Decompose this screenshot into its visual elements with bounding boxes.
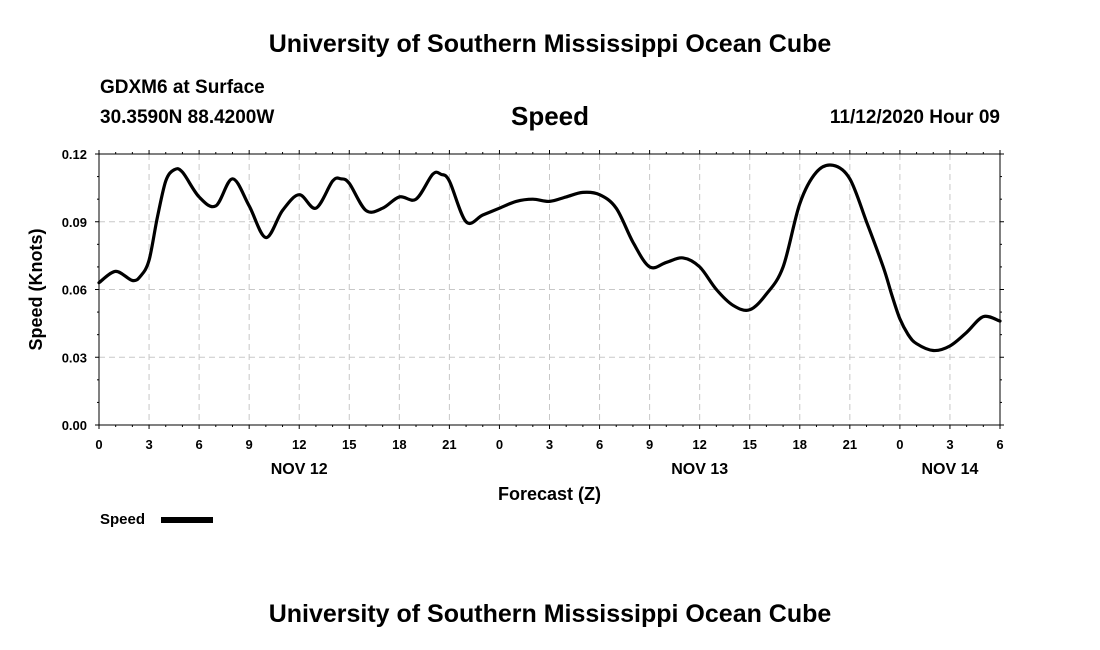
x-tick-label: 6 (996, 437, 1003, 452)
chart-title: Speed (510, 101, 590, 131)
station-label: GDXM6 at Surface (100, 77, 265, 98)
datetime-label: 11/12/2020 Hour 09 (829, 107, 1000, 128)
page-title-bottom: University of Southern Mississippi Ocean… (268, 600, 832, 628)
x-tick-label: 6 (596, 437, 603, 452)
y-axis-label: Speed (Knots) (26, 228, 46, 350)
x-tick-label: 9 (646, 437, 653, 452)
chart-grid (99, 154, 1000, 425)
x-tick-label: 15 (742, 437, 756, 452)
x-tick-label: 12 (292, 437, 306, 452)
y-tick-label: 0.12 (62, 147, 87, 162)
x-axis-label: Forecast (Z) (498, 484, 601, 504)
y-tick-label: 0.09 (62, 215, 87, 230)
x-tick-label: 0 (496, 437, 503, 452)
day-label: NOV 14 (921, 461, 978, 478)
x-tick-label: 0 (95, 437, 102, 452)
x-tick-label: 21 (843, 437, 857, 452)
x-tick-label: 3 (145, 437, 152, 452)
series-line-speed (97, 163, 1002, 353)
page-title-top: University of Southern Mississippi Ocean… (268, 30, 832, 58)
x-tick-label: 18 (793, 437, 807, 452)
legend-label-speed: Speed (100, 511, 145, 528)
x-tick-label: 3 (946, 437, 953, 452)
legend: Speed (100, 511, 213, 528)
y-tick-label: 0.06 (62, 283, 87, 298)
x-tick-label: 6 (195, 437, 202, 452)
y-tick-label: 0.03 (62, 350, 87, 365)
x-tick-label: 15 (342, 437, 356, 452)
x-tick-label: 0 (896, 437, 903, 452)
plot-frame (98, 153, 1001, 426)
coordinates-label: 30.3590N 88.4200W (100, 107, 275, 128)
x-tick-label: 9 (246, 437, 253, 452)
x-tick-label: 12 (692, 437, 706, 452)
axis-tick-labels: 0.00 0.03 0.06 0.09 0.12 0 3 6 9 12 15 18 21 0 3 6 9 12 15… (62, 147, 1004, 478)
x-tick-label: 18 (392, 437, 406, 452)
y-tick-label: 0.00 (62, 418, 87, 433)
day-label: NOV 13 (671, 461, 728, 478)
x-tick-label: 3 (546, 437, 553, 452)
x-tick-label: 21 (442, 437, 456, 452)
day-label: NOV 12 (271, 461, 328, 478)
legend-swatch-speed (161, 517, 213, 523)
